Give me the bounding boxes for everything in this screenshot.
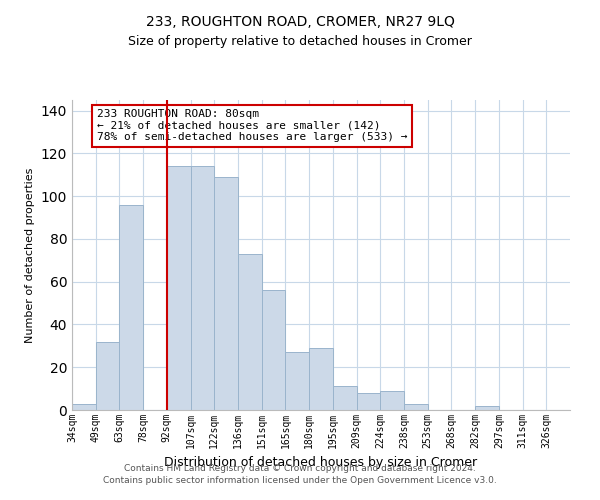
Text: Contains HM Land Registry data © Crown copyright and database right 2024.
Contai: Contains HM Land Registry data © Crown c… [103, 464, 497, 485]
Bar [72, 404, 96, 410]
Bar [475, 406, 499, 410]
Bar [380, 391, 404, 410]
Text: Size of property relative to detached houses in Cromer: Size of property relative to detached ho… [128, 35, 472, 48]
Bar [238, 254, 262, 410]
Bar [191, 166, 214, 410]
Bar [167, 166, 191, 410]
Bar [309, 348, 333, 410]
Text: 233, ROUGHTON ROAD, CROMER, NR27 9LQ: 233, ROUGHTON ROAD, CROMER, NR27 9LQ [146, 15, 454, 29]
Bar [404, 404, 428, 410]
Bar [96, 342, 119, 410]
X-axis label: Distribution of detached houses by size in Cromer: Distribution of detached houses by size … [164, 456, 478, 469]
Bar [214, 177, 238, 410]
Bar [119, 205, 143, 410]
Bar [356, 393, 380, 410]
Bar [262, 290, 286, 410]
Y-axis label: Number of detached properties: Number of detached properties [25, 168, 35, 342]
Bar [286, 352, 309, 410]
Text: 233 ROUGHTON ROAD: 80sqm
← 21% of detached houses are smaller (142)
78% of semi-: 233 ROUGHTON ROAD: 80sqm ← 21% of detach… [97, 110, 407, 142]
Bar [333, 386, 356, 410]
